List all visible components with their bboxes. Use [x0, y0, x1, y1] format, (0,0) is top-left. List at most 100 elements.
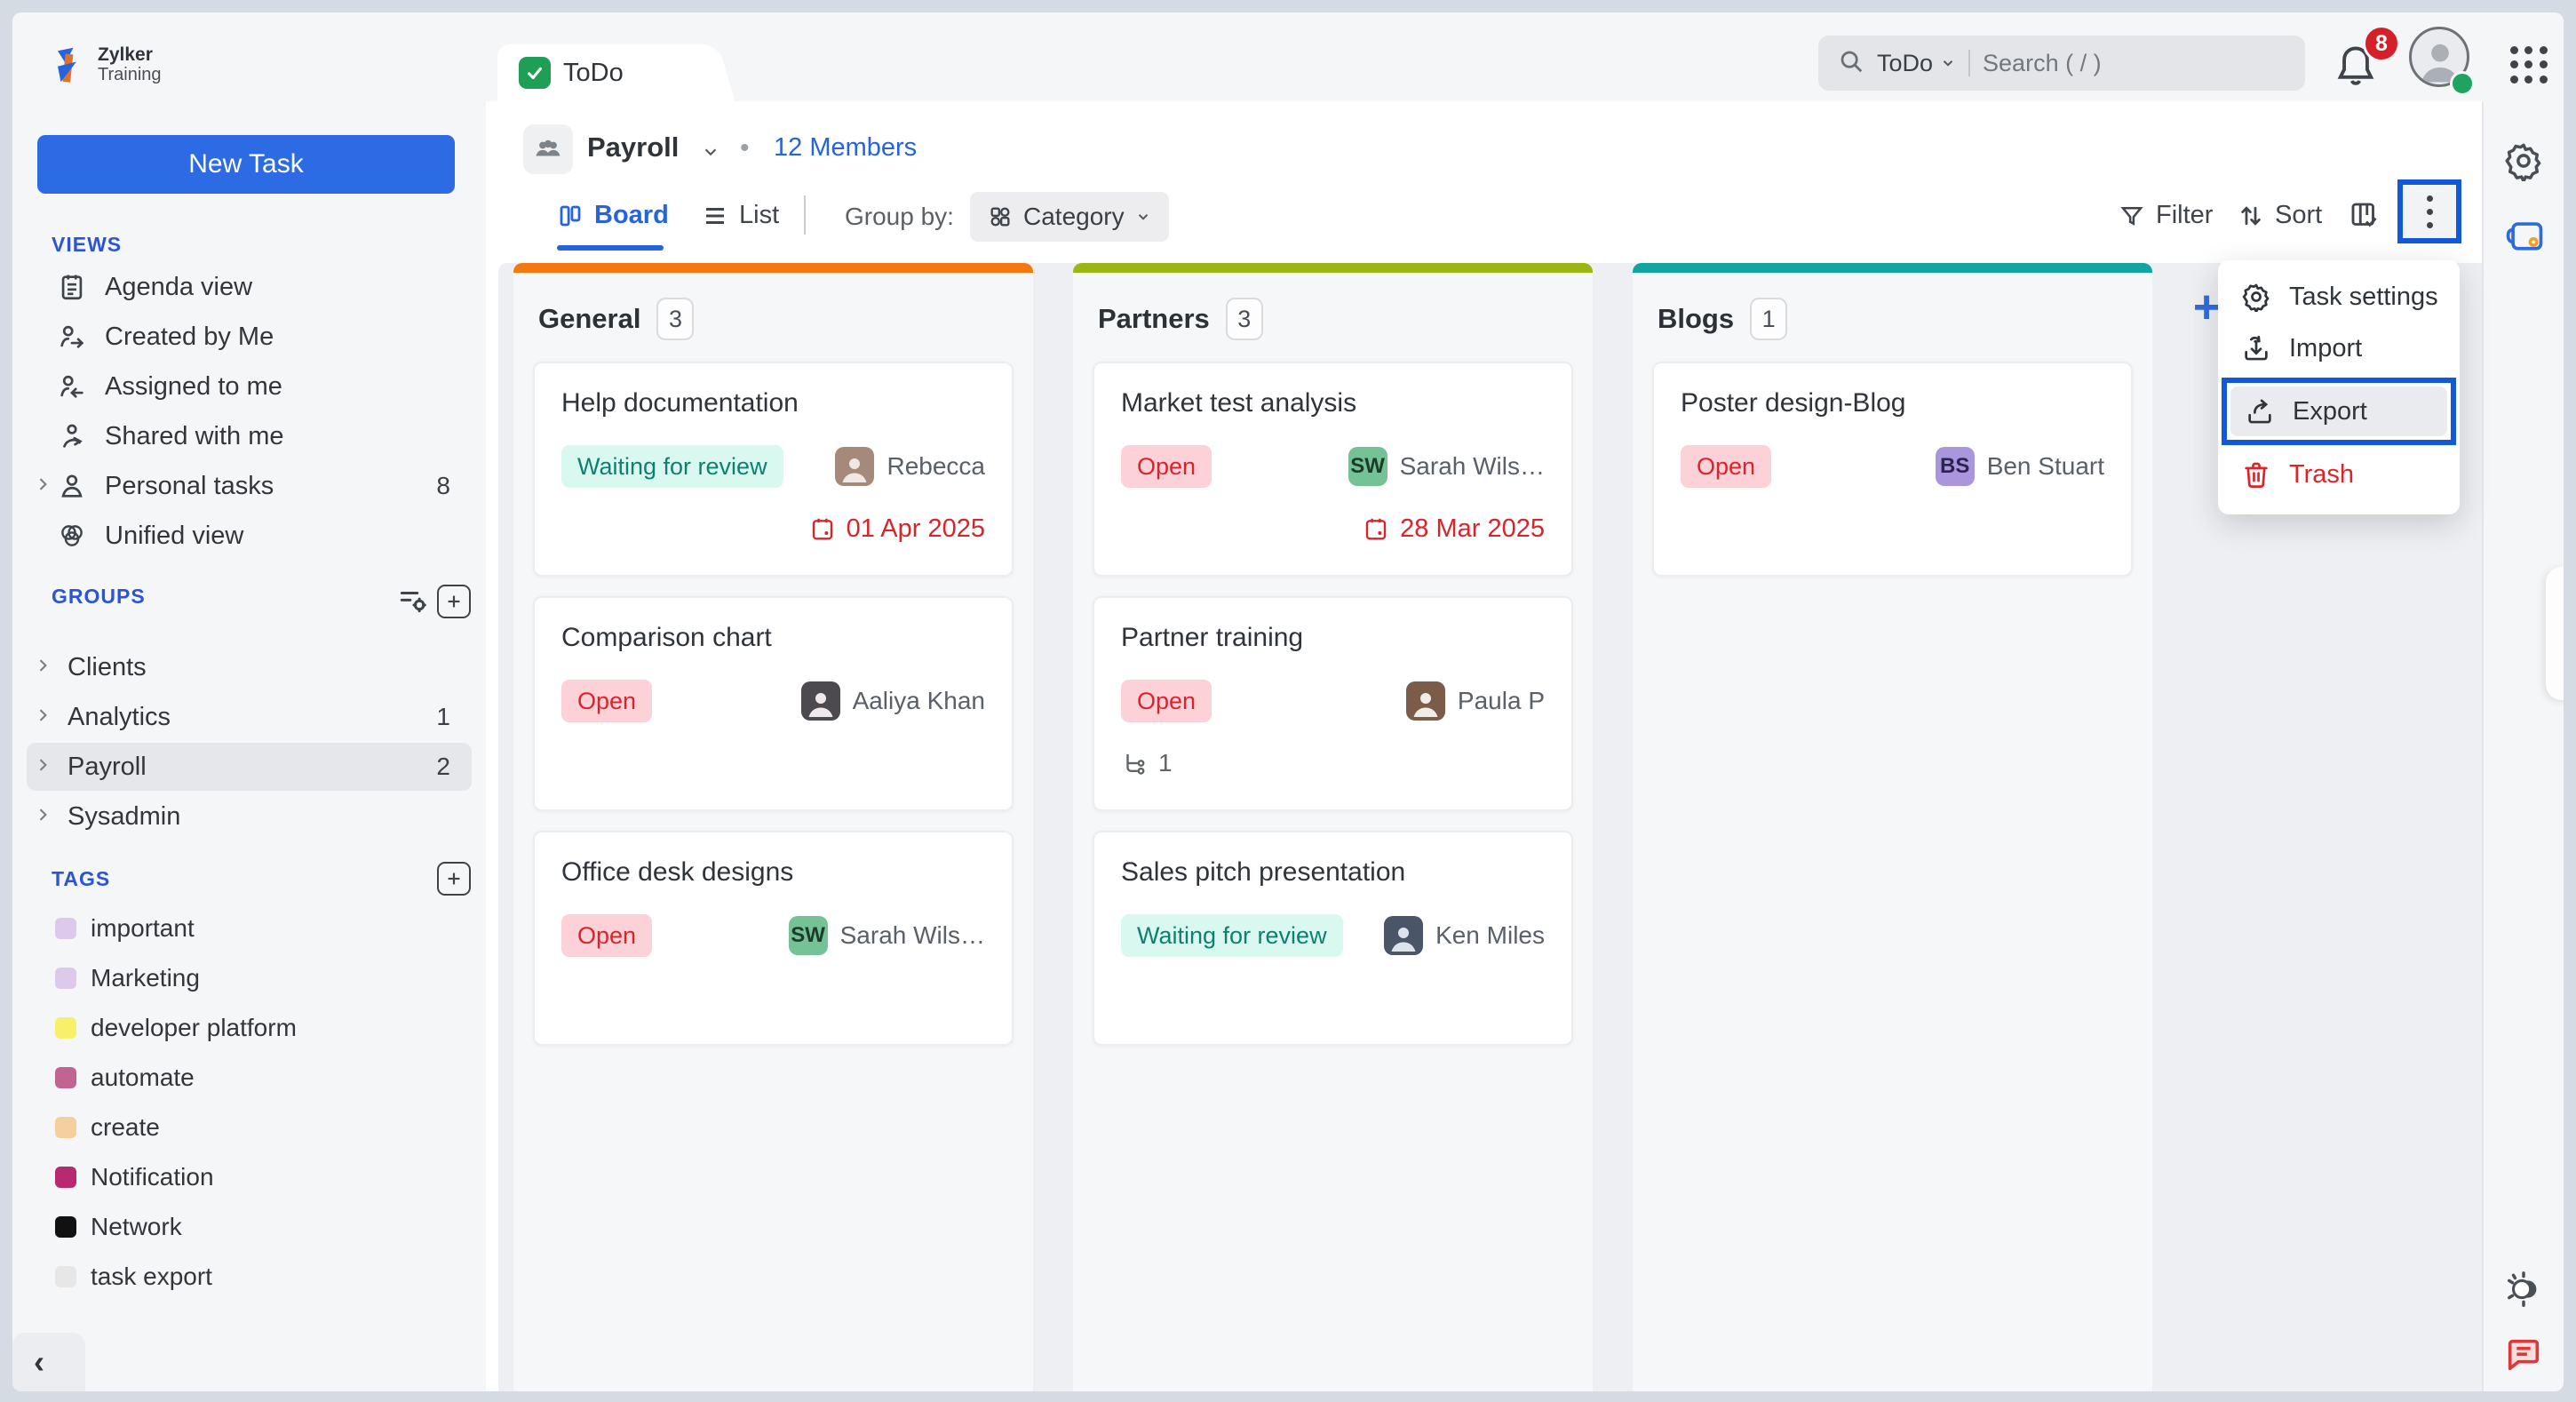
sort-button[interactable]: Sort — [2238, 201, 2322, 230]
sidebar-item-assigned-to-me[interactable]: Assigned to me — [12, 362, 486, 410]
avatar-initials: BS — [1935, 447, 1975, 486]
assignee[interactable]: SW Sarah Wils… — [1348, 447, 1545, 486]
sidebar-item-personal-tasks[interactable]: Personal tasks 8 — [12, 462, 486, 510]
menu-item-export[interactable]: Export — [2230, 386, 2447, 436]
assignee[interactable]: BS Ben Stuart — [1935, 447, 2104, 486]
assignee[interactable]: Ken Miles — [1384, 916, 1545, 955]
chevron-right-icon[interactable] — [34, 806, 52, 828]
item-count: 2 — [436, 753, 450, 780]
more-options-button-highlighted[interactable] — [2397, 179, 2461, 243]
sidebar-group-payroll[interactable]: Payroll 2 — [27, 743, 472, 791]
tag-create[interactable]: create — [12, 1105, 486, 1150]
due-date: 01 Apr 2025 — [809, 514, 985, 544]
app-window: ToDo Search ( / ) 8 ToDo Zylker — [12, 12, 2564, 1391]
sidebar-item-agenda-view[interactable]: Agenda view — [12, 263, 486, 311]
chevron-right-icon[interactable] — [34, 706, 52, 729]
tab-list-view[interactable]: List — [702, 201, 779, 230]
subtask-count: 1 — [1158, 749, 1173, 777]
menu-item-task-settings[interactable]: Task settings — [2218, 271, 2460, 323]
task-card[interactable]: Partner training Open Paula P — [1093, 596, 1573, 811]
members-link[interactable]: 12 Members — [774, 133, 918, 162]
column-title: General — [538, 303, 641, 334]
task-card[interactable]: Poster design-Blog Open BS Ben Stuart — [1652, 362, 2133, 577]
theme-toggle-button[interactable] — [2503, 1269, 2544, 1314]
assignee-name: Paula P — [1457, 687, 1545, 714]
apps-grid-icon[interactable] — [2510, 46, 2549, 85]
tab-todo[interactable]: ToDo — [497, 44, 707, 101]
assignee[interactable]: Rebecca — [835, 447, 985, 486]
add-tag-button[interactable] — [437, 862, 471, 896]
tag-network[interactable]: Network — [12, 1205, 486, 1249]
assignee[interactable]: Aaliya Khan — [800, 681, 985, 721]
search-scope-dropdown[interactable]: ToDo — [1877, 50, 1956, 77]
sidebar-item-label: Created by Me — [105, 322, 274, 351]
global-search[interactable]: ToDo Search ( / ) — [1818, 36, 2305, 91]
group-settings-icon[interactable] — [396, 585, 430, 623]
menu-item-import[interactable]: Import — [2218, 323, 2460, 374]
group-label: Sysadmin — [68, 801, 181, 831]
tag-notification[interactable]: Notification — [12, 1155, 486, 1199]
filter-button[interactable]: Filter — [2119, 201, 2213, 230]
sort-icon — [2241, 205, 2261, 226]
chevron-down-icon[interactable] — [701, 142, 720, 166]
add-group-button[interactable] — [437, 585, 471, 618]
tag-label: task export — [91, 1263, 212, 1290]
unified-view-icon — [57, 521, 87, 551]
tag-color-swatch — [55, 1017, 76, 1039]
gear-icon — [2505, 143, 2541, 183]
trash-icon — [2245, 462, 2268, 488]
tag-task-export[interactable]: task export — [12, 1255, 486, 1299]
panel-edge-handle[interactable] — [2546, 567, 2564, 700]
chevron-right-icon[interactable] — [34, 475, 52, 498]
task-card[interactable]: Office desk designs Open SW Sarah Wils… — [533, 831, 1014, 1046]
search-input[interactable]: Search ( / ) — [1983, 49, 2102, 76]
add-column-button[interactable]: + — [2192, 282, 2221, 333]
menu-item-trash[interactable]: Trash — [2218, 449, 2460, 500]
chevron-right-icon[interactable] — [34, 657, 52, 679]
tag-important[interactable]: important — [12, 906, 486, 951]
chevron-right-icon[interactable] — [34, 756, 52, 778]
assignee[interactable]: SW Sarah Wils… — [788, 916, 985, 955]
user-avatar[interactable] — [2409, 27, 2469, 87]
status-badge: Open — [561, 914, 653, 957]
tab-label: ToDo — [563, 58, 624, 87]
feedback-chat-button[interactable] — [2503, 1334, 2544, 1380]
tag-developer-platform[interactable]: developer platform — [12, 1006, 486, 1050]
sidebar-item-unified-view[interactable]: Unified view — [12, 512, 486, 560]
tag-automate[interactable]: automate — [12, 1055, 486, 1100]
notifications-bell[interactable] — [2333, 43, 2379, 92]
calendar-icon — [1365, 518, 1387, 540]
sidebar-group-sysadmin[interactable]: Sysadmin — [12, 793, 486, 840]
task-card[interactable]: Help documentation Waiting for review Re… — [533, 362, 1014, 577]
group-by-dropdown[interactable]: Category — [970, 192, 1169, 242]
tab-board-view[interactable]: Board — [557, 201, 669, 230]
column-color-bar — [1073, 263, 1593, 273]
notification-count-badge: 8 — [2363, 25, 2400, 62]
sidebar-group-clients[interactable]: Clients — [12, 643, 486, 691]
task-card[interactable]: Market test analysis Open SW Sarah Wils… — [1093, 362, 1573, 577]
logo-line2: Training — [98, 65, 162, 84]
group-title-dropdown[interactable]: Payroll — [587, 131, 680, 163]
apps-panel-button[interactable] — [2503, 215, 2546, 260]
task-card[interactable]: Comparison chart Open Aaliya Khan — [533, 596, 1014, 811]
tag-label: important — [91, 914, 195, 942]
group-by-label: Group by: — [845, 203, 954, 230]
zylker-logo-icon — [58, 47, 76, 83]
assignee[interactable]: Paula P — [1405, 681, 1545, 721]
due-date-label: 28 Mar 2025 — [1400, 514, 1545, 543]
collapse-sidebar-button[interactable]: ‹ — [12, 1333, 85, 1391]
sidebar-item-shared-with-me[interactable]: Shared with me — [12, 412, 486, 460]
chevron-down-icon — [1138, 214, 1148, 220]
customize-columns-button[interactable] — [2348, 199, 2380, 235]
new-task-button[interactable]: New Task — [37, 135, 455, 194]
settings-gear-button[interactable] — [2503, 140, 2544, 186]
task-card[interactable]: Sales pitch presentation Waiting for rev… — [1093, 831, 1573, 1046]
filter-icon — [2120, 206, 2143, 226]
tag-marketing[interactable]: Marketing — [12, 956, 486, 1000]
group-label: Payroll — [68, 752, 147, 781]
task-title: Partner training — [1121, 623, 1304, 652]
tags-section-title: TAGS — [52, 867, 111, 890]
sidebar-item-created-by-me[interactable]: Created by Me — [12, 313, 486, 361]
sidebar-group-analytics[interactable]: Analytics 1 — [12, 693, 486, 741]
task-title: Comparison chart — [561, 623, 772, 652]
